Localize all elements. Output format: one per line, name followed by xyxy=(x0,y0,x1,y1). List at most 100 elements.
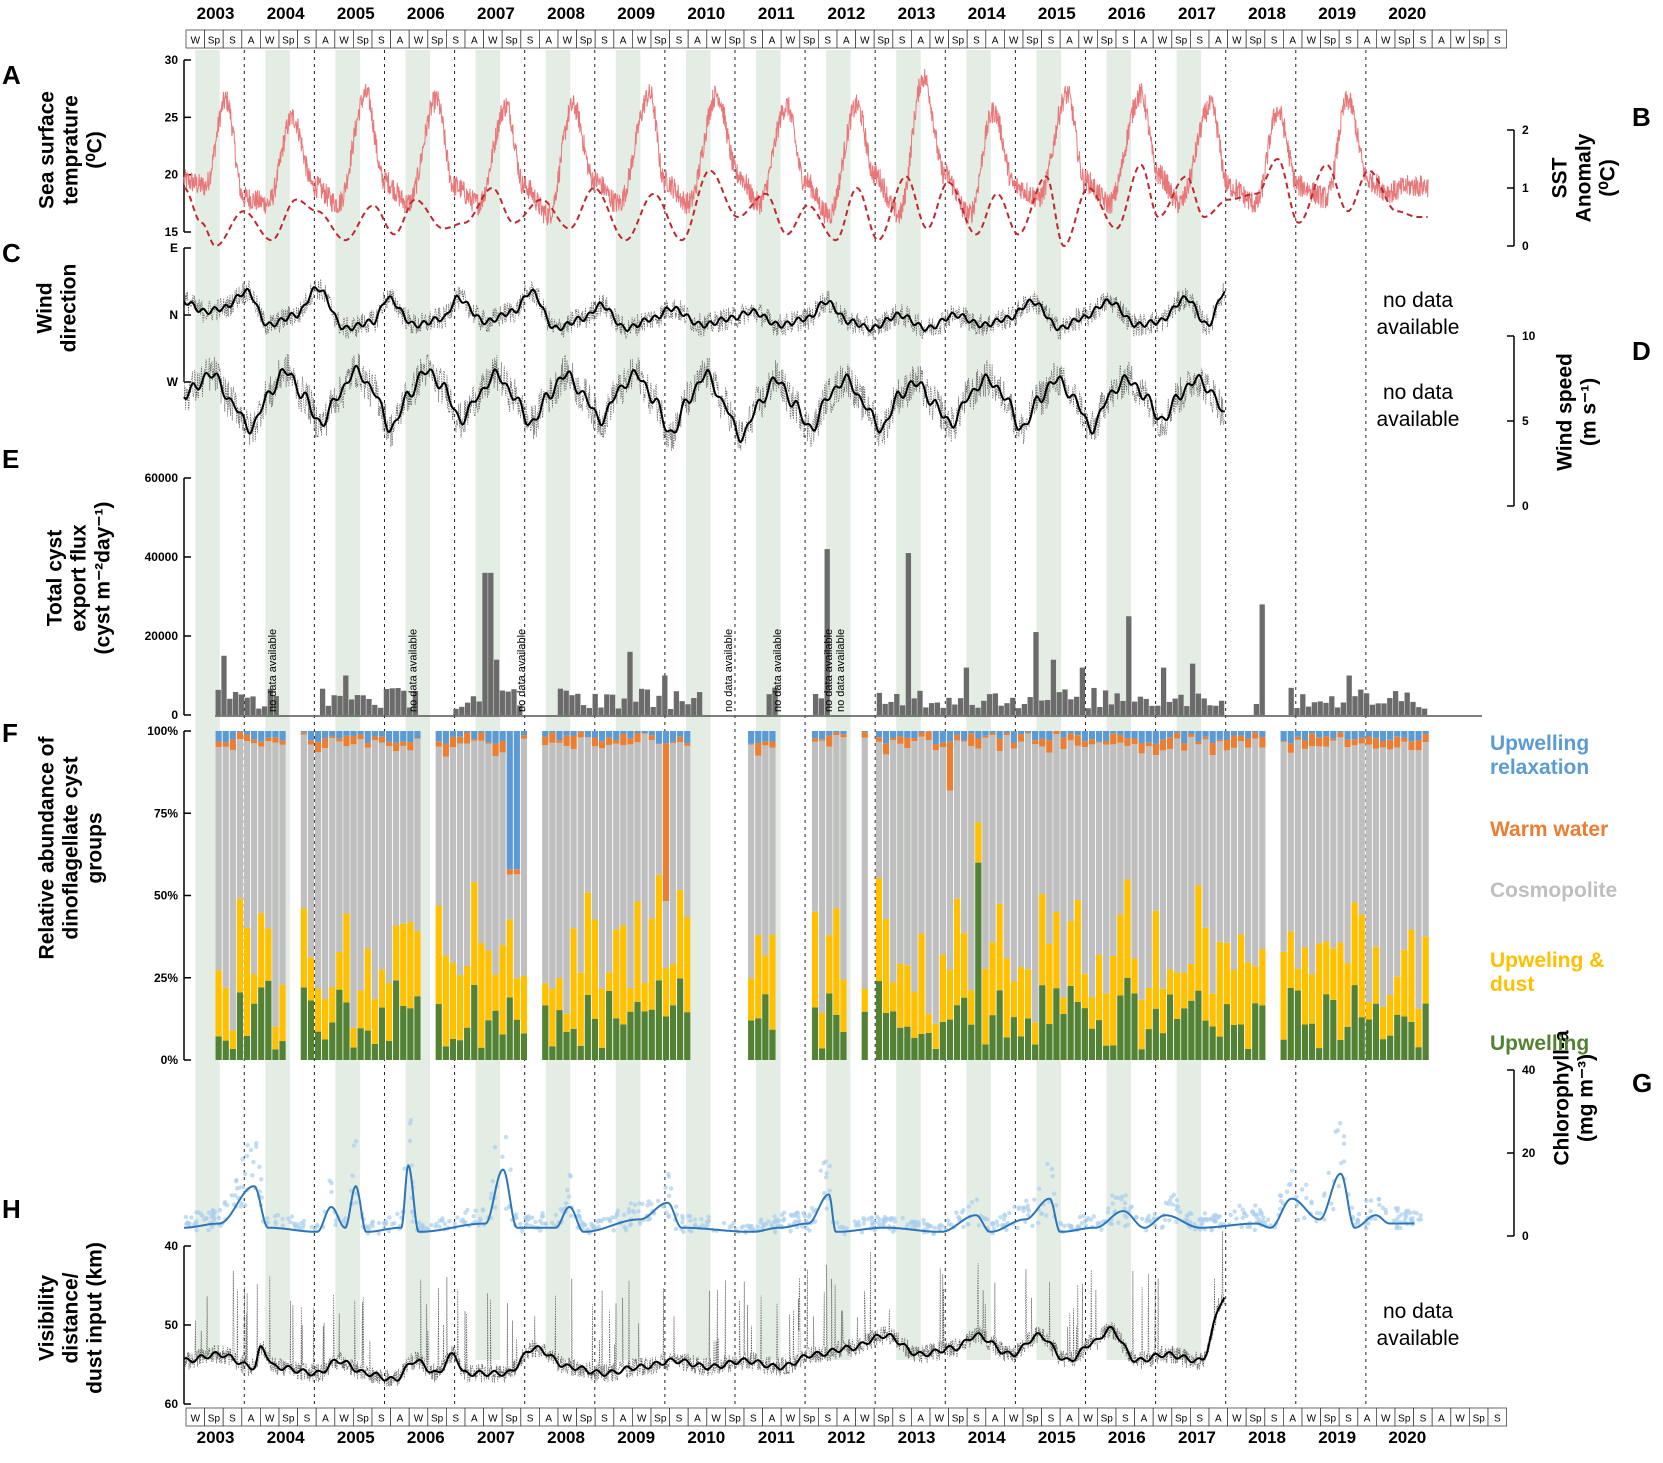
chlorophyll-point xyxy=(1058,1220,1063,1226)
chlorophyll-point xyxy=(862,1217,867,1223)
season-label: S xyxy=(527,1414,534,1425)
stack-segment xyxy=(307,731,315,741)
stack-segment xyxy=(648,1009,655,1060)
flux-bar xyxy=(488,572,494,715)
panel-letter-a: A xyxy=(2,60,21,90)
stack-segment xyxy=(1223,731,1230,740)
chlorophyll-point xyxy=(447,1219,452,1224)
chlorophyll-point xyxy=(455,1215,460,1220)
chlorophyll-point xyxy=(966,1222,971,1227)
stack-segment xyxy=(478,740,485,944)
stack-segment xyxy=(620,745,627,926)
chlorophyll-point xyxy=(488,1195,493,1201)
flux-bar xyxy=(911,698,917,715)
stack-segment xyxy=(1372,738,1380,749)
stack-segment xyxy=(478,732,485,741)
tick-label: 5 xyxy=(1522,414,1529,428)
chlorophyll-point xyxy=(1257,1208,1263,1213)
stack-segment xyxy=(911,731,918,739)
ylabel-cyst-groups: Relative abundance of dinoflagellate cyst… xyxy=(35,736,106,960)
chlorophyll-point xyxy=(489,1191,494,1196)
stack-segment xyxy=(1202,736,1209,740)
no-data-label-wind-direction: available xyxy=(1377,316,1460,339)
stack-segment xyxy=(1415,1047,1422,1060)
chlorophyll-point xyxy=(333,1218,339,1223)
chlorophyll-point xyxy=(1039,1211,1044,1216)
stack-segment xyxy=(875,741,883,879)
chlorophyll-point xyxy=(1049,1166,1055,1172)
chlorophyll-point xyxy=(949,1222,954,1227)
flux-bar xyxy=(981,700,987,715)
season-label: S xyxy=(229,36,236,47)
stack-segment xyxy=(1103,1045,1110,1060)
season-label: A xyxy=(248,1414,255,1425)
stack-segment xyxy=(1230,969,1238,1026)
stack-segment xyxy=(1110,733,1117,745)
stack-segment xyxy=(414,931,421,997)
stack-segment xyxy=(684,1012,691,1060)
chlorophyll-point xyxy=(1394,1226,1399,1231)
stack-segment xyxy=(1081,731,1088,742)
stack-segment xyxy=(1110,744,1117,956)
stack-segment xyxy=(407,921,414,1009)
stack-segment xyxy=(442,731,449,744)
stack-segment xyxy=(982,968,989,1045)
tick-label: 60000 xyxy=(145,471,179,485)
stack-segment xyxy=(1379,1039,1387,1060)
stack-segment xyxy=(1166,731,1174,738)
stack-segment xyxy=(996,990,1003,1060)
season-label: A xyxy=(843,1414,850,1425)
chlorophyll-point xyxy=(755,1224,760,1229)
flux-bar xyxy=(1329,696,1335,715)
flux-bar xyxy=(1334,707,1341,715)
stack-segment xyxy=(953,734,961,741)
stack-segment xyxy=(1181,1008,1188,1060)
stack-segment xyxy=(357,739,364,991)
stack-segment xyxy=(556,1010,563,1060)
chlorophyll-point xyxy=(1364,1226,1369,1231)
stack-segment xyxy=(911,740,918,993)
chlorophyll-point xyxy=(688,1218,693,1223)
stack-segment xyxy=(357,731,364,735)
chlorophyll-point xyxy=(666,1193,672,1198)
chlorophyll-point xyxy=(823,1175,829,1180)
season-label: W xyxy=(563,1414,573,1425)
season-label: Sp xyxy=(1473,36,1486,47)
year-label: 2014 xyxy=(968,4,1006,23)
flux-bar xyxy=(1120,700,1126,715)
stack-segment xyxy=(1095,1020,1103,1060)
stack-segment xyxy=(975,748,982,823)
stack-segment xyxy=(1301,731,1309,741)
stack-segment xyxy=(1081,1008,1088,1060)
stack-segment xyxy=(1017,734,1025,742)
y-label-line: (mg m⁻³) xyxy=(1575,1054,1598,1142)
chlorophyll-point xyxy=(243,1171,248,1177)
stack-segment xyxy=(258,731,265,742)
chlorophyll-point xyxy=(1050,1173,1055,1179)
stack-segment xyxy=(435,1004,442,1060)
chlorophyll-point xyxy=(591,1226,597,1231)
stack-segment xyxy=(1032,1044,1039,1060)
stack-segment xyxy=(911,1037,918,1060)
axis-wind-direction: ENW xyxy=(167,241,191,389)
flux-bar xyxy=(1387,698,1393,715)
chlorophyll-point xyxy=(234,1186,240,1191)
flux-bar xyxy=(899,705,906,715)
stack-segment xyxy=(1401,1016,1408,1060)
stack-segment xyxy=(1124,977,1131,1060)
flux-bar xyxy=(1392,691,1399,715)
flux-bar xyxy=(604,694,610,715)
season-label: Sp xyxy=(1026,1414,1039,1425)
chlorophyll-point xyxy=(264,1216,270,1221)
legend-cosmopolite: Cosmopolite xyxy=(1490,879,1617,902)
stack-segment xyxy=(634,1001,641,1060)
stack-segment xyxy=(1308,974,1316,1024)
stack-segment xyxy=(591,1018,599,1060)
stack-segment xyxy=(591,737,599,747)
chlorophyll-point xyxy=(518,1221,523,1226)
stack-segment xyxy=(1131,731,1138,739)
stack-segment xyxy=(620,731,627,734)
stack-segment xyxy=(627,731,634,739)
stack-segment xyxy=(684,731,691,744)
season-label: A xyxy=(248,36,255,47)
